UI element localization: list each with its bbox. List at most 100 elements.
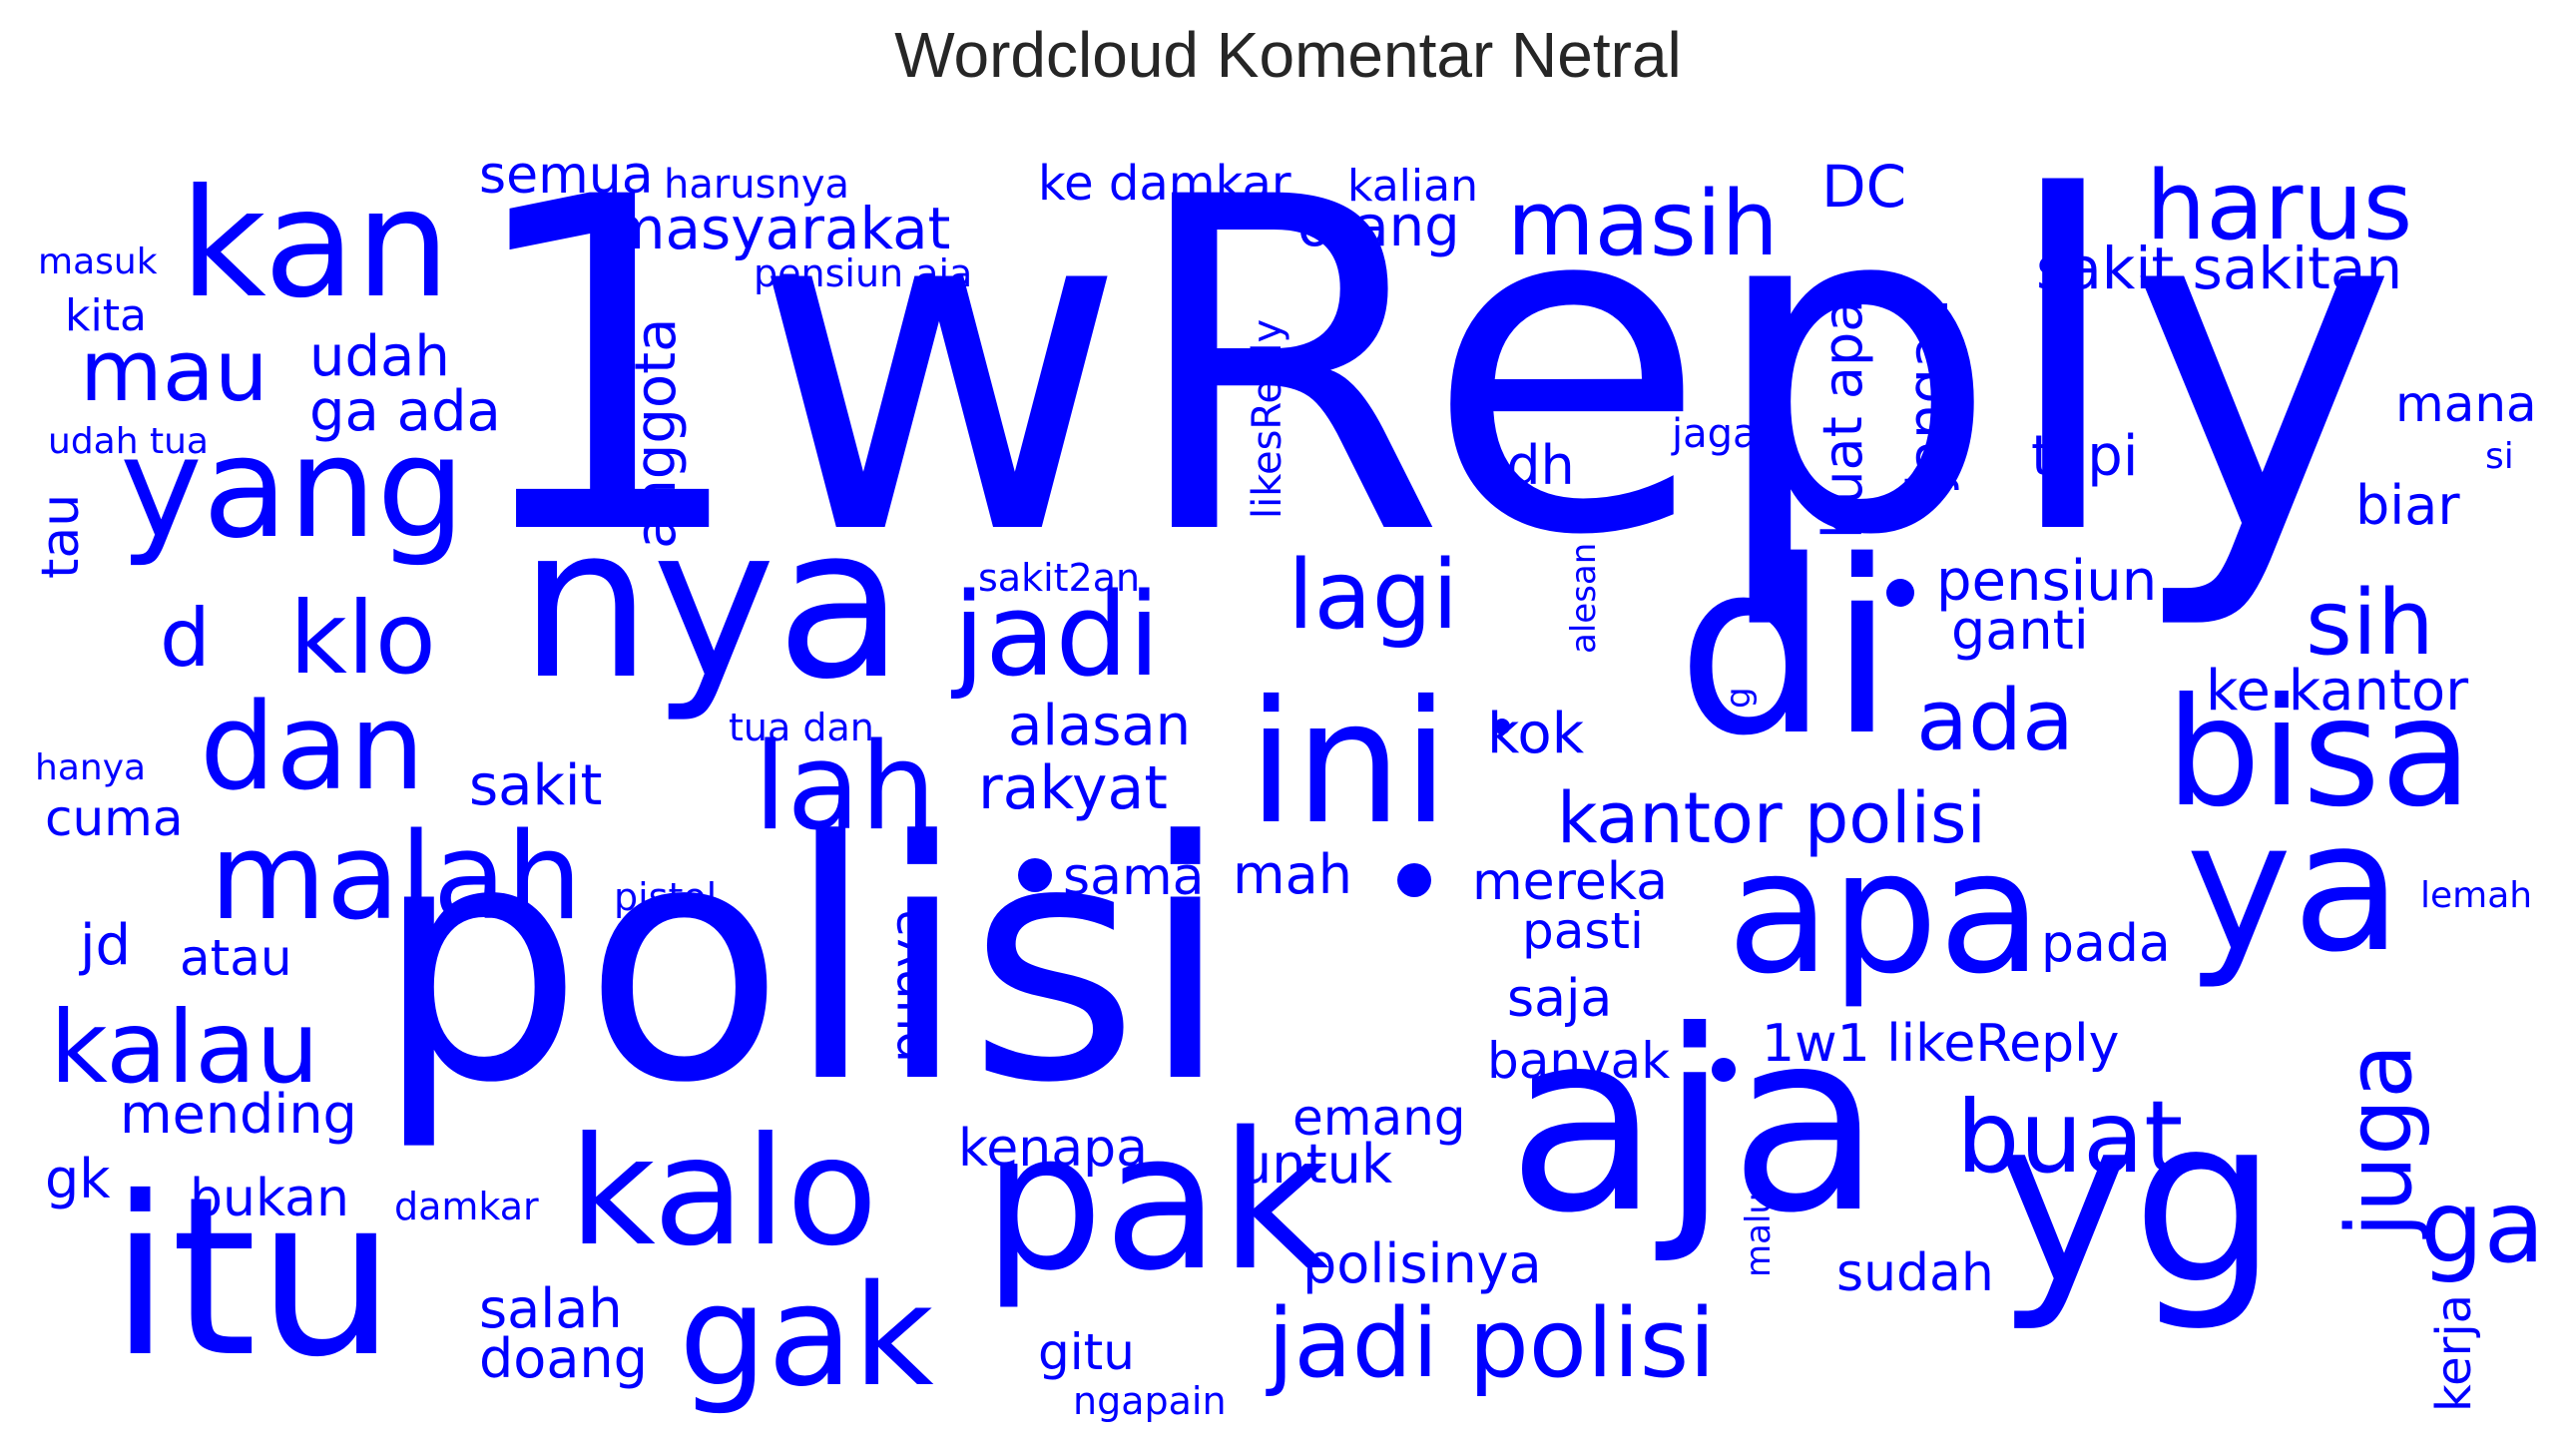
word: itu [110,1150,396,1405]
word: masih [1507,172,1779,276]
word: udah [309,324,450,389]
word: ada [1916,672,2075,770]
word: klo [289,580,436,697]
word: tau [31,493,91,579]
word: mau [80,322,268,421]
word: tua dan [729,706,874,749]
word: punya [879,907,937,1063]
word: 1wReply [459,102,2398,636]
word: biar [2355,474,2460,537]
dot-mark [1494,719,1510,734]
word: sama [1063,847,1205,907]
word: sudah [1836,1243,1994,1303]
word: bukan [190,1169,349,1228]
word: kan [180,158,451,331]
word: masyarakat [609,195,951,262]
word: jaga [1672,411,1758,457]
word: lagi [1288,541,1459,651]
word: rakyat [978,753,1168,823]
word: cuma [45,789,184,847]
dot-mark [1018,858,1052,892]
word: pistol [614,875,718,919]
word: gk [45,1148,111,1210]
word: mereka [1472,852,1668,912]
word: tapi [2031,424,2139,489]
dot-mark [1712,1058,1736,1082]
word: kalo [569,1106,878,1279]
word: masuk [38,242,158,282]
word: aja [1507,977,1882,1267]
word: pensiun [1936,549,2158,614]
word: harus [2146,152,2413,261]
word: ini [1248,665,1450,862]
word: alasan [1008,694,1192,758]
word: jangan [1896,298,1961,489]
word: kok [1487,702,1585,766]
word: jadi polisi [1268,1289,1716,1399]
word: kalau [50,989,319,1106]
word: sakit [469,753,603,818]
word: ke kantor [2206,659,2469,724]
word: polisinya [1302,1232,1542,1295]
word: mana [2395,375,2537,433]
word: mah [1233,843,1352,906]
word: 1w1 likeReply [1762,1014,2120,1074]
word: udah tua [48,421,209,462]
word: g [1719,687,1759,709]
word: pasti [1522,902,1644,960]
word: lemah [2420,875,2533,916]
word: ga ada [309,379,501,444]
word: untuk [1238,1133,1393,1196]
word: si [2485,436,2514,477]
word: sakit2an [978,556,1141,600]
word: yang [120,407,466,570]
word: polisi [374,771,1232,1155]
word: ganti [1951,599,2089,662]
word: lah [754,719,936,857]
word: kerja [2426,1293,2482,1412]
word: di [1677,509,1896,788]
word: yg [1996,1069,2279,1335]
word: juga [2327,1043,2432,1237]
word: kalian [1347,161,1478,212]
word: d [160,592,211,685]
word: semua [479,146,654,206]
word: pensiun aja [754,251,973,295]
word: gitu [1038,1323,1135,1381]
word: buat apa [1811,298,1874,539]
word: apa [1727,814,2043,1012]
word: atau [180,929,292,987]
word: udh [1472,434,1575,497]
word: bisa [2166,667,2472,840]
word: ya [2186,783,2402,992]
word: pak [983,1092,1330,1312]
word: banyak [1487,1032,1671,1090]
word: orang [1297,195,1460,259]
word: pada [2041,914,2171,974]
word: DC [1821,153,1907,221]
word: ga [2420,1169,2545,1285]
word: mending [120,1083,357,1146]
word: alesan [1564,542,1604,654]
word: malu [1739,1193,1779,1277]
dot-mark [1397,863,1431,897]
word: salah [479,1277,623,1340]
chart-title: Wordcloud Komentar Netral [894,19,1682,91]
word: sih [2306,571,2434,676]
word: saja [1507,969,1613,1029]
word: sakit sakitan [2036,235,2403,302]
word: ngapain [1073,1379,1227,1423]
word: kantor polisi [1557,777,1986,859]
word: buat [1956,1079,2184,1196]
word: nya [519,481,905,725]
word: jadi [953,569,1161,703]
word: doang [479,1327,648,1390]
word: dan [200,679,425,817]
word: anggota [624,317,689,549]
word: malah [210,808,583,947]
word: jd [80,913,132,978]
word: kenapa [958,1119,1148,1179]
word: gak [679,1255,934,1418]
word: emang [1292,1089,1466,1147]
